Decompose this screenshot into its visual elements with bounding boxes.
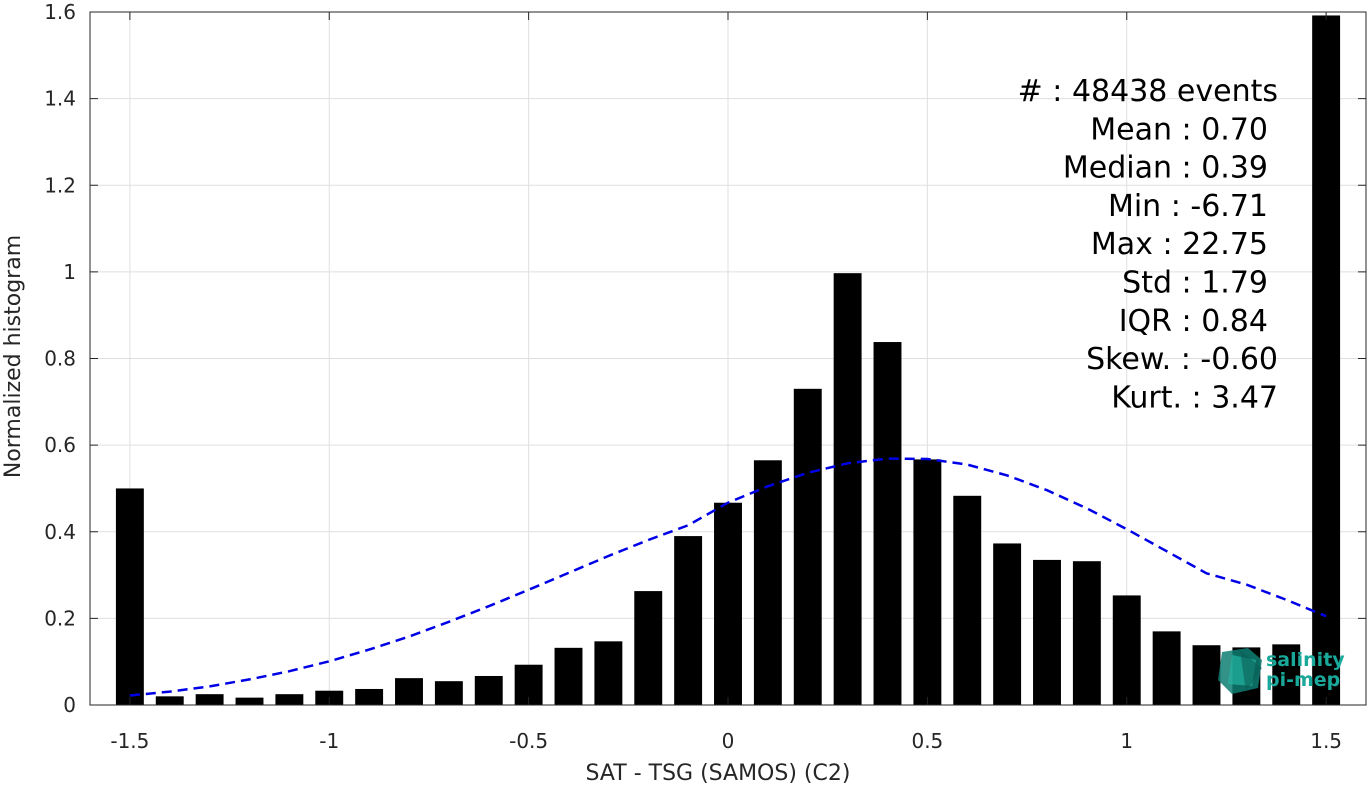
stat-line: Min : -6.71 [1108, 189, 1268, 224]
y-tick-label: 0.2 [44, 606, 76, 630]
y-tick-label: 0.6 [44, 433, 76, 457]
histogram-bar [793, 388, 822, 705]
y-tick-label: 0 [63, 693, 76, 717]
histogram-bars [115, 15, 1341, 705]
histogram-bar [1312, 15, 1341, 705]
fit-curve [129, 457, 1327, 697]
salinity-pi-mep-logo: salinity pi-mep [1218, 648, 1345, 694]
logo-mark-icon [1218, 648, 1262, 694]
x-tick-label: 0.5 [911, 729, 943, 753]
stat-line: Max : 22.75 [1091, 227, 1268, 262]
x-tick-label: -1.5 [110, 729, 149, 753]
histogram-bar [714, 502, 742, 705]
histogram-bar [833, 273, 862, 705]
histogram-bar [634, 591, 663, 705]
logo-text-line1: salinity [1266, 649, 1345, 671]
y-tick-label: 1 [63, 260, 76, 284]
histogram-bar [1272, 644, 1301, 705]
histogram-bar [195, 694, 224, 705]
y-axis-label: Normalized histogram [1, 235, 26, 478]
y-tick-label: 1.6 [44, 0, 76, 24]
x-axis-label: SAT - TSG (SAMOS) (C2) [586, 761, 851, 785]
y-tick-label: 0.8 [44, 347, 76, 371]
histogram-bar [913, 459, 942, 705]
y-tick-label: 0.4 [44, 520, 76, 544]
histogram-bar [953, 495, 982, 705]
histogram-bar [753, 460, 782, 705]
histogram-bar [993, 543, 1022, 705]
stat-line: Skew. : -0.60 [1086, 342, 1278, 377]
histogram-bar [873, 342, 902, 705]
histogram-bar [1152, 631, 1181, 705]
histogram-bar [355, 688, 384, 705]
stat-line: Kurt. : 3.47 [1111, 380, 1278, 415]
x-tick-label: -0.5 [509, 729, 548, 753]
y-axis-ticks: 0 0.2 0.4 0.6 0.8 1 1.2 1.4 1.6 [44, 0, 1366, 717]
histogram-bar [155, 696, 184, 705]
x-tick-label: 0 [722, 729, 735, 753]
histogram-bar [594, 641, 623, 705]
histogram-bar [395, 678, 423, 705]
histogram-bar [1192, 645, 1221, 705]
histogram-bar [1033, 559, 1061, 705]
histogram-bar [554, 647, 583, 705]
x-tick-label: -1 [319, 729, 339, 753]
histogram-bar [674, 536, 703, 705]
x-axis-ticks: -1.5 -1 -0.5 0 0.5 1 1.5 [110, 12, 1342, 753]
stat-line: Median : 0.39 [1063, 151, 1268, 186]
stat-line: Std : 1.79 [1122, 266, 1268, 301]
x-tick-label: 1 [1120, 729, 1133, 753]
grid [90, 11, 1366, 706]
x-tick-label: 1.5 [1310, 729, 1342, 753]
histogram-bar [1112, 595, 1141, 705]
histogram-bar [275, 694, 304, 705]
normal-fit-line [129, 457, 1327, 697]
histogram-bar [434, 681, 463, 705]
histogram-bar [474, 675, 503, 705]
stat-line: IQR : 0.84 [1119, 304, 1268, 339]
stat-line: Mean : 0.70 [1090, 112, 1268, 147]
histogram-bar [235, 697, 264, 705]
histogram-bar [115, 488, 144, 705]
y-tick-label: 1.2 [44, 173, 76, 197]
y-tick-label: 1.4 [44, 87, 76, 111]
stat-line: # : 48438 events [1018, 74, 1278, 109]
histogram-bar [1072, 561, 1101, 705]
logo-text-line2: pi-mep [1266, 669, 1340, 691]
